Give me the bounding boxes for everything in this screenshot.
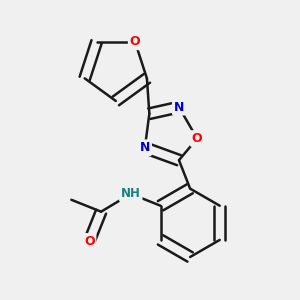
- Text: O: O: [130, 35, 140, 48]
- Text: N: N: [174, 100, 184, 114]
- Text: O: O: [192, 132, 203, 145]
- Text: N: N: [140, 141, 150, 154]
- Text: O: O: [84, 235, 94, 248]
- Text: NH: NH: [121, 187, 141, 200]
